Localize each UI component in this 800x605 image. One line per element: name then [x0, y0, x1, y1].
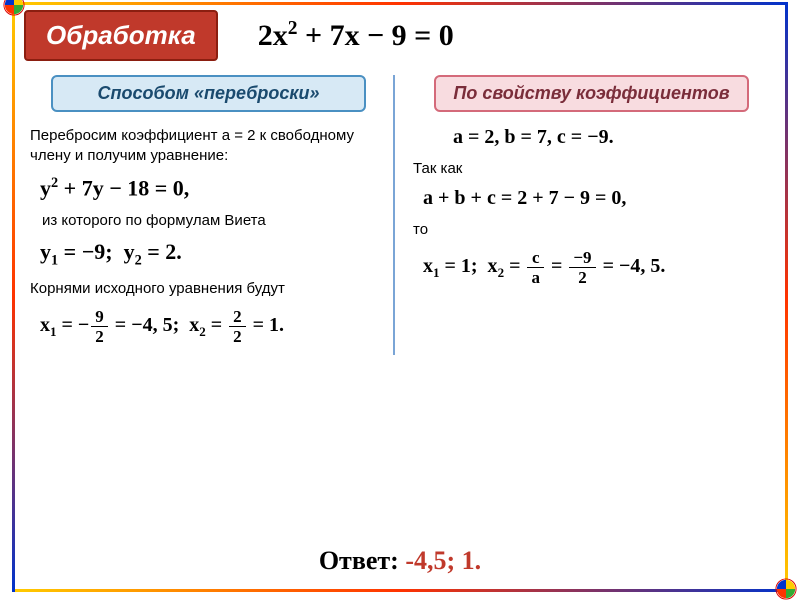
column-right: По свойству коэффициентов a = 2, b = 7, … [393, 75, 776, 355]
header-row: Обработка 2x2 + 7x − 9 = 0 [24, 10, 776, 61]
right-eq2: a + b + c = 2 + 7 − 9 = 0, [423, 187, 770, 210]
frame-border-top [12, 2, 788, 5]
right-eq3: x1 = 1; x2 = ca = −92 = −4, 5. [423, 249, 770, 286]
corner-ornament-tl [3, 0, 25, 16]
method-box-left: Способом «переброски» [51, 75, 365, 112]
columns: Способом «переброски» Перебросим коэффиц… [24, 75, 776, 355]
column-left: Способом «переброски» Перебросим коэффиц… [24, 75, 393, 355]
frame-border-bottom [12, 589, 788, 592]
answer-line: Ответ: -4,5; 1. [24, 546, 776, 576]
corner-ornament-br [775, 578, 797, 600]
left-eq3: x1 = −92 = −4, 5; x2 = 22 = 1. [40, 308, 387, 345]
answer-label: Ответ: [319, 546, 406, 575]
method-right-label: По свойству коэффициентов [453, 83, 729, 103]
left-eq2: y1 = −9; y2 = 2. [40, 239, 387, 269]
title-text: Обработка [46, 20, 196, 50]
left-p1: Перебросим коэффициент а = 2 к свободном… [30, 126, 387, 167]
method-box-right: По свойству коэффициентов [434, 75, 748, 112]
main-equation: 2x2 + 7x − 9 = 0 [258, 18, 454, 53]
right-p2: то [413, 220, 770, 240]
method-left-label: Способом «переброски» [98, 83, 320, 103]
frame-border-left [12, 2, 15, 592]
frame-border-right [785, 2, 788, 592]
left-eq1: y2 + 7y − 18 = 0, [40, 175, 387, 201]
right-p1: Так как [413, 159, 770, 179]
answer-value: -4,5; 1. [405, 546, 481, 575]
title-box: Обработка [24, 10, 218, 61]
slide-content: Обработка 2x2 + 7x − 9 = 0 Способом «пер… [24, 10, 776, 582]
right-eq1: a = 2, b = 7, c = −9. [453, 126, 770, 149]
left-p2: из которого по формулам Виета [30, 211, 387, 231]
left-p3: Корнями исходного уравнения будут [30, 279, 387, 299]
